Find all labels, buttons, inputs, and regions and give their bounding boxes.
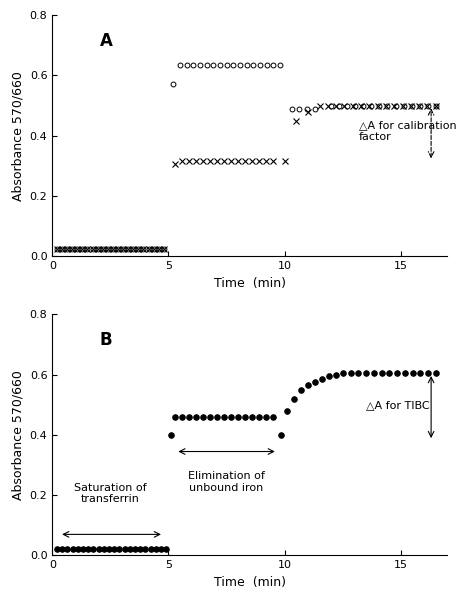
- Text: △A for TIBC: △A for TIBC: [366, 400, 429, 410]
- X-axis label: Time  (min): Time (min): [214, 576, 286, 589]
- Text: Saturation of
transferrin: Saturation of transferrin: [74, 482, 146, 504]
- Text: Elimination of
unbound iron: Elimination of unbound iron: [188, 471, 265, 493]
- Text: A: A: [100, 32, 112, 50]
- Text: B: B: [100, 331, 112, 349]
- Y-axis label: Absorbance 570/660: Absorbance 570/660: [11, 71, 24, 200]
- Y-axis label: Absorbance 570/660: Absorbance 570/660: [11, 370, 24, 500]
- X-axis label: Time  (min): Time (min): [214, 277, 286, 290]
- Text: △A for calibration
factor: △A for calibration factor: [359, 121, 456, 142]
